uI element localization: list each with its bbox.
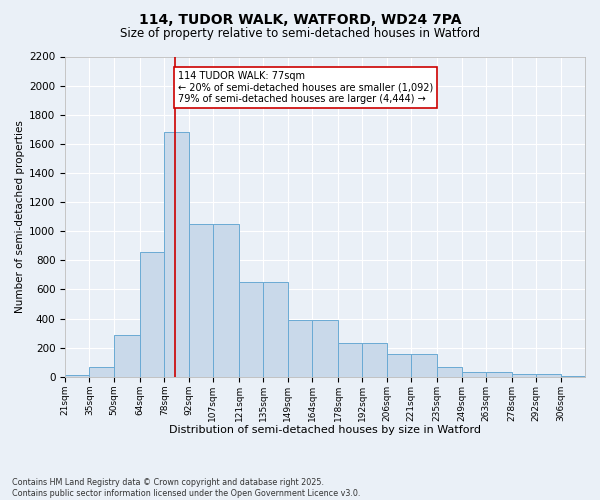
- Text: Contains HM Land Registry data © Crown copyright and database right 2025.
Contai: Contains HM Land Registry data © Crown c…: [12, 478, 361, 498]
- Bar: [461, 372, 486, 377]
- Bar: [387, 354, 411, 377]
- Bar: [89, 366, 114, 377]
- Bar: [213, 224, 239, 377]
- Bar: [164, 132, 188, 377]
- Bar: [140, 252, 164, 377]
- Bar: [312, 320, 338, 377]
- Bar: [486, 372, 512, 377]
- Bar: [287, 320, 312, 377]
- Text: Size of property relative to semi-detached houses in Watford: Size of property relative to semi-detach…: [120, 28, 480, 40]
- Bar: [338, 344, 362, 377]
- Bar: [437, 366, 461, 377]
- Bar: [114, 334, 140, 377]
- Bar: [560, 376, 585, 377]
- Text: 114 TUDOR WALK: 77sqm
← 20% of semi-detached houses are smaller (1,092)
79% of s: 114 TUDOR WALK: 77sqm ← 20% of semi-deta…: [178, 71, 433, 104]
- Bar: [188, 224, 213, 377]
- X-axis label: Distribution of semi-detached houses by size in Watford: Distribution of semi-detached houses by …: [169, 425, 481, 435]
- Bar: [536, 374, 560, 377]
- Bar: [239, 282, 263, 377]
- Bar: [362, 344, 387, 377]
- Bar: [411, 354, 437, 377]
- Bar: [263, 282, 287, 377]
- Text: 114, TUDOR WALK, WATFORD, WD24 7PA: 114, TUDOR WALK, WATFORD, WD24 7PA: [139, 12, 461, 26]
- Y-axis label: Number of semi-detached properties: Number of semi-detached properties: [15, 120, 25, 313]
- Bar: [512, 374, 536, 377]
- Bar: [65, 376, 89, 377]
